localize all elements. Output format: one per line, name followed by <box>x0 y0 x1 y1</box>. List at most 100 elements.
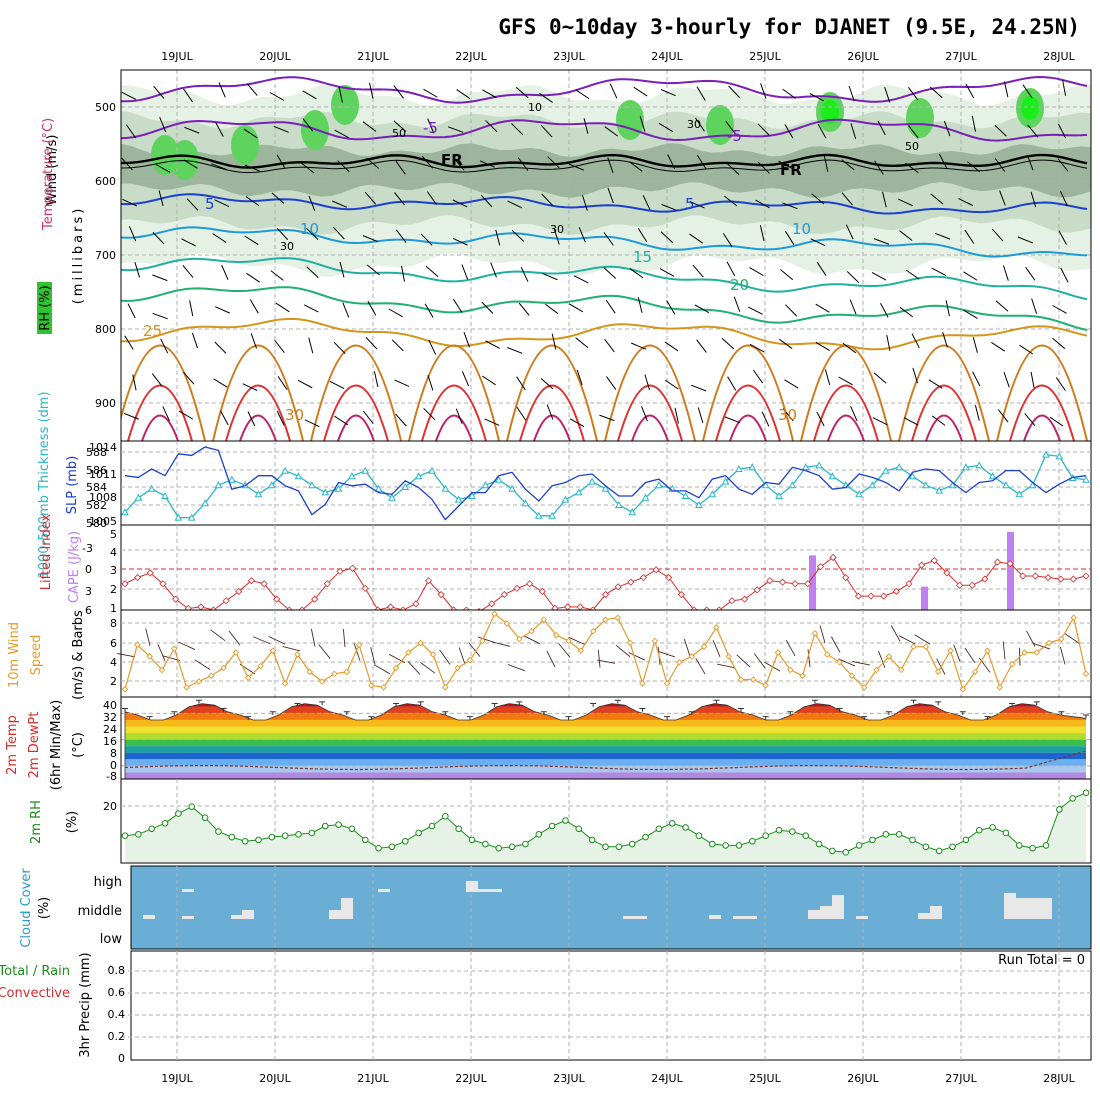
temp-mark-29 <box>836 707 843 712</box>
cloud-bar-10 <box>623 916 647 919</box>
rh-point-33 <box>562 817 569 824</box>
upper-barb-8-3 <box>213 378 228 388</box>
cloud-bar-14 <box>820 906 832 919</box>
plus20-label: 20 <box>730 276 749 294</box>
upper-barb-2-12 <box>479 160 495 168</box>
wind-barb-24 <box>477 636 496 644</box>
upper-barb-3-26 <box>897 198 913 207</box>
upper-barb-8-23 <box>824 369 831 386</box>
wind-barb-45 <box>807 649 811 668</box>
wind-speed-point-4 <box>171 645 178 652</box>
upper-barb-2-10 <box>421 155 434 169</box>
upper-barb-5-0 <box>134 261 141 278</box>
upper-ylabel-temp: Temperature (°C) <box>41 118 56 231</box>
rh-point-25 <box>455 825 462 833</box>
cloud-ylabel-1: Cloud Cover <box>19 868 34 948</box>
thickness-point-19 <box>374 484 383 492</box>
upper-barb-8-14 <box>540 378 554 390</box>
thickness-point-48 <box>761 481 770 489</box>
lifted-index-point-70 <box>1006 560 1014 568</box>
upper-barb-7-13 <box>507 347 523 354</box>
upper-barb-3-17 <box>642 195 651 210</box>
upper-barb-7-31 <box>1052 337 1066 349</box>
lifted-index-point-31 <box>513 584 521 592</box>
wind-speed-point-26 <box>442 684 449 691</box>
upper-barb-5-20 <box>726 261 736 277</box>
cloud-level-high: high <box>94 875 122 890</box>
rh-point-30 <box>522 840 529 848</box>
rh-point-36 <box>602 843 609 851</box>
arch-35-5 <box>617 384 683 441</box>
rh-point-11 <box>268 833 276 841</box>
temp-mark-23 <box>688 711 695 716</box>
cloud-bar-6 <box>341 898 353 919</box>
lifted-index-point-43 <box>665 573 673 582</box>
rh30-label: 30 <box>280 240 294 253</box>
thick-tick-586: 586 <box>86 464 107 477</box>
lifted-index-point-24 <box>424 577 433 585</box>
rh-bright-blob-1 <box>1021 96 1039 120</box>
slp-tick-1011: 1011 <box>89 468 117 481</box>
upper-barb-3-3 <box>214 199 230 207</box>
lifted-index-point-69 <box>993 558 1002 566</box>
upper-barb-5-10 <box>425 265 439 278</box>
upper-barb-5-15 <box>573 275 589 284</box>
upper-barb-4-31 <box>1058 230 1067 245</box>
arch-40-5 <box>631 414 669 441</box>
wind-speed-point-17 <box>331 670 338 678</box>
wind-speed-point-29 <box>479 637 486 645</box>
thickness-point-36 <box>601 484 610 492</box>
upper-barb-9-22 <box>782 408 794 422</box>
lifted-index-point-57 <box>842 573 850 582</box>
upper-barb-4-24 <box>845 224 854 240</box>
rh-point-68 <box>1029 844 1036 852</box>
arch-40-0 <box>141 414 179 441</box>
upper-barb-7-17 <box>631 342 647 350</box>
rh-point-55 <box>855 842 863 849</box>
upper-barb-8-30 <box>1030 371 1035 388</box>
upper-barb-4-26 <box>899 230 913 241</box>
wind-speed-point-7 <box>208 672 215 679</box>
upper-barb-3-12 <box>480 194 493 208</box>
lifted-index-point-65 <box>943 569 951 577</box>
upper-barb-9-10 <box>423 407 436 421</box>
wind-barb-37 <box>683 639 691 657</box>
cape-bar-2 <box>1007 532 1014 610</box>
rh-point-67 <box>1015 842 1023 849</box>
temp-mark-21 <box>639 707 646 712</box>
thickness-point-68 <box>1028 481 1037 489</box>
wind-speed-point-42 <box>639 680 646 687</box>
upper-barb-4-28 <box>964 229 975 244</box>
thickness-point-37 <box>615 500 623 508</box>
thickness-point-62 <box>948 481 957 489</box>
thickness-point-13 <box>294 472 303 480</box>
wind-speed-point-22 <box>392 664 400 672</box>
slp-tick-1005: 1005 <box>89 515 117 528</box>
thickness-point-6 <box>201 499 209 507</box>
upper-barb-0-1 <box>153 85 165 99</box>
upper-barb-2-13 <box>517 157 529 171</box>
wind-barb-4 <box>178 641 196 650</box>
temp-tick-m8: -8 <box>106 770 117 783</box>
upper-barb-8-15 <box>576 369 583 386</box>
wind-ylabel-2: Speed <box>29 635 44 676</box>
rh50-label-2: 50 <box>905 140 919 153</box>
upper-barb-9-3 <box>220 410 229 426</box>
lifted-index-point-75 <box>1069 575 1077 583</box>
upper-barb-7-16 <box>604 338 615 353</box>
upper-barb-1-1 <box>159 117 167 133</box>
thickness-point-61 <box>935 486 944 494</box>
li-ylabel: Lifted Index <box>39 513 54 590</box>
upper-barb-7-6 <box>308 337 314 354</box>
plus5-label-1: 5 <box>205 195 215 213</box>
temp-mark-3 <box>195 699 202 704</box>
upper-barb-6-23 <box>815 303 830 313</box>
upper-barb-9-26 <box>903 417 919 426</box>
lifted-index-point-33 <box>538 587 546 596</box>
thickness-point-39 <box>641 493 650 501</box>
plus30-label-1: 30 <box>285 406 304 424</box>
date-top-2: 21JUL <box>357 50 389 63</box>
lifted-index-point-54 <box>804 580 812 588</box>
upper-barb-2-28 <box>967 161 981 173</box>
thickness-series <box>121 450 1090 521</box>
